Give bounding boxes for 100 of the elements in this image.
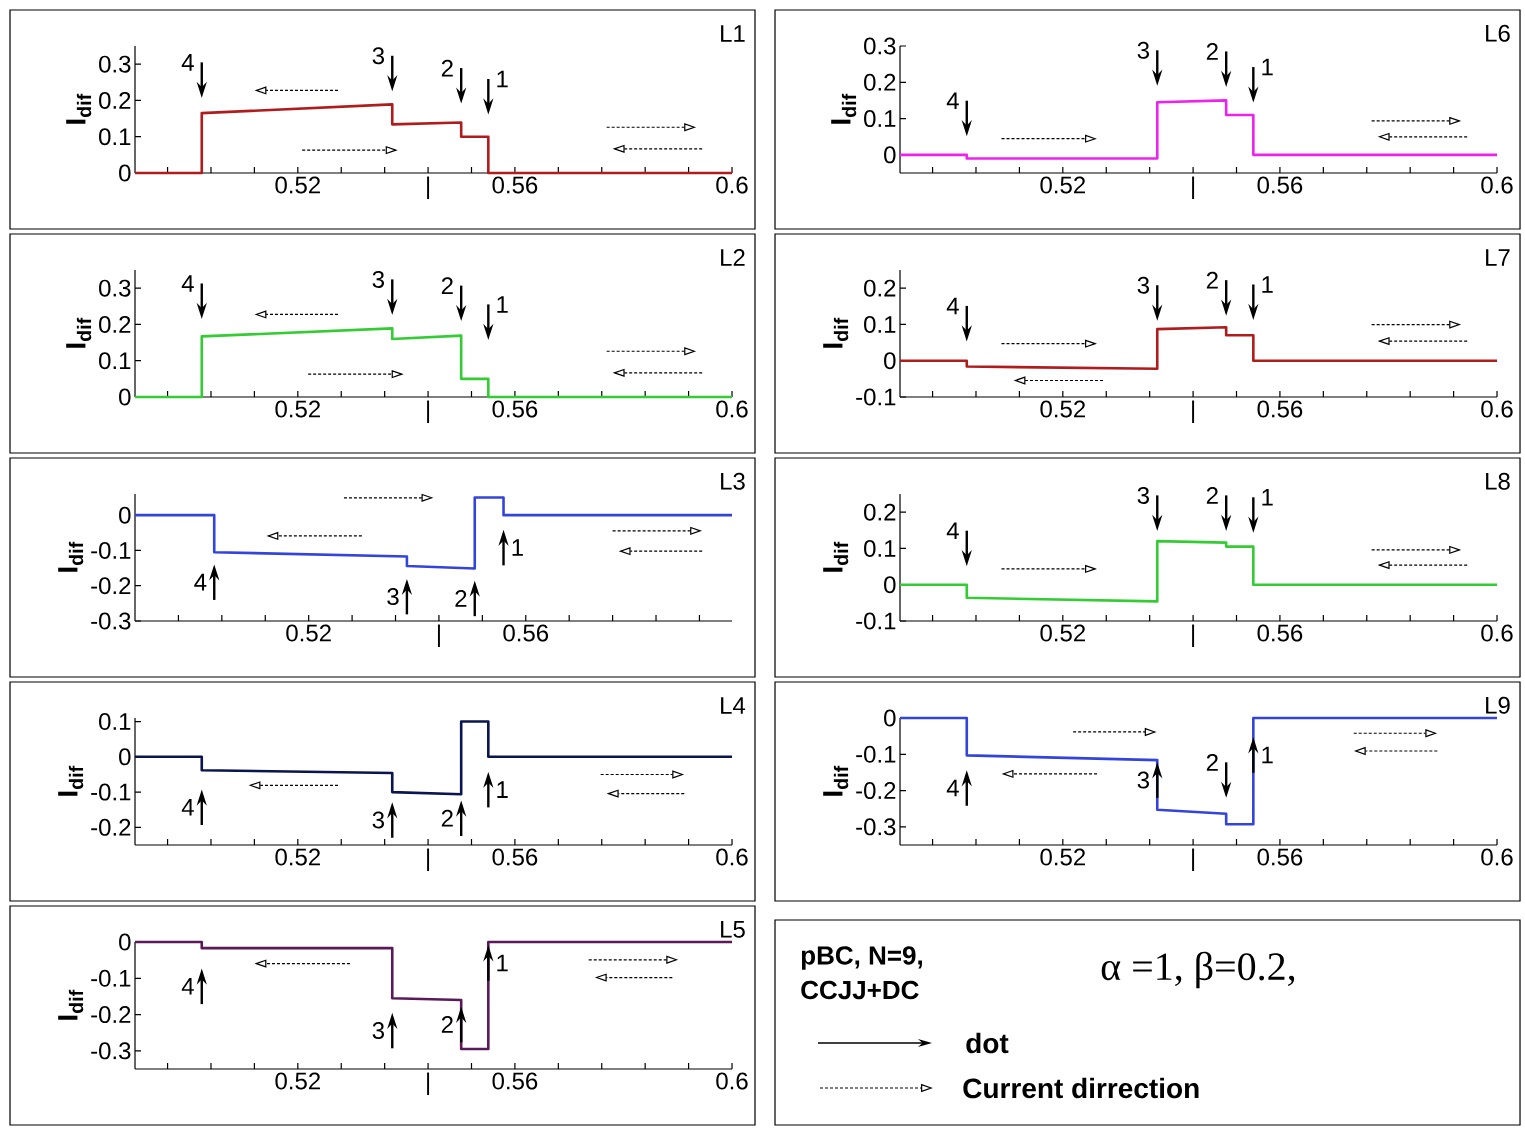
y-axis-title: I$_{dif}$ <box>823 541 849 572</box>
y-tick-label: 0 <box>119 164 131 182</box>
x-tick-label: | <box>427 1072 430 1096</box>
line-series <box>133 720 734 796</box>
x-tick-label: | <box>1192 400 1195 423</box>
text: L6 <box>1486 24 1510 42</box>
y-tick-label: -0.2 <box>91 1006 131 1024</box>
y-tick-label: 0.1 <box>864 110 896 128</box>
y-axis-title: I$_{dif}$ <box>58 765 84 796</box>
y-tick-label: 0.2 <box>864 279 896 297</box>
x-tick-label: 0.52 <box>275 400 320 418</box>
line-series <box>133 940 734 1051</box>
x-tick-label: 0.6 <box>716 176 748 194</box>
x-tick-label: 0.52 <box>1040 176 1085 194</box>
y-tick-label: 0.2 <box>99 91 131 109</box>
x-tick-label: 0.6 <box>1481 848 1513 866</box>
line-series <box>898 716 1499 826</box>
y-tick-label: 0.1 <box>864 315 896 333</box>
y-axis-title: I$_{dif}$ <box>831 93 857 124</box>
annotation: 1 <box>497 296 508 313</box>
text: dot <box>966 1032 1009 1054</box>
annotation: 3 <box>1137 276 1150 294</box>
y-tick-label: -0.2 <box>91 577 131 595</box>
y-tick-label: -0.3 <box>856 818 896 836</box>
x-tick-label: 0.6 <box>716 400 748 418</box>
x-tick-label: 0.52 <box>275 1072 320 1090</box>
y-tick-label: 0 <box>119 933 131 951</box>
annotation: 2 <box>1206 487 1218 504</box>
x-tick-label: 0.56 <box>492 176 538 194</box>
x-tick-label: 0.52 <box>1040 848 1085 866</box>
text: L2 <box>721 249 745 266</box>
text: pBC, N=9, <box>801 946 922 970</box>
y-axis-title: I$_{dif}$ <box>66 93 92 124</box>
x-tick-label: 0.52 <box>286 624 331 642</box>
text: L4 <box>721 697 746 714</box>
x-tick-label: | <box>437 624 440 647</box>
y-tick-label: 0.1 <box>99 352 131 370</box>
annotation: 2 <box>441 59 453 77</box>
y-tick-label: -0.2 <box>91 818 131 836</box>
y-tick-label: -0.1 <box>856 388 896 406</box>
line-series <box>898 326 1499 370</box>
annotation: 2 <box>441 277 453 294</box>
annotation: 3 <box>372 47 385 65</box>
annotation: 3 <box>372 1022 385 1040</box>
y-axis-title: I$_{dif}$ <box>823 765 849 796</box>
text: CCJJ+DC <box>801 980 919 1000</box>
x-tick-label: 0.56 <box>1257 400 1303 418</box>
y-tick-label: -0.1 <box>856 745 896 763</box>
x-tick-label: | <box>427 176 430 199</box>
y-tick-label: 0 <box>884 146 896 164</box>
annotation: 3 <box>1137 41 1150 59</box>
y-tick-label: -0.3 <box>91 612 131 630</box>
x-tick-label: 0.6 <box>1481 176 1513 194</box>
annotation: 4 <box>946 779 959 797</box>
x-tick-label: | <box>1192 848 1195 871</box>
y-tick-label: 0.1 <box>99 128 131 146</box>
y-axis-title: I$_{dif}$ <box>58 989 84 1020</box>
x-tick-label: 0.6 <box>716 848 748 866</box>
y-tick-label: 0 <box>884 709 896 727</box>
x-tick-label: 0.6 <box>1481 624 1513 642</box>
annotation: 1 <box>1262 489 1273 506</box>
text: L8 <box>1486 472 1510 490</box>
line-series <box>133 496 734 570</box>
x-tick-label: 0.56 <box>492 400 538 418</box>
x-tick-label: 0.52 <box>275 176 320 194</box>
annotation: 4 <box>946 297 959 315</box>
x-tick-label: | <box>1192 624 1195 647</box>
annotation: 1 <box>497 954 508 972</box>
x-tick-label: 0.56 <box>492 1072 538 1090</box>
x-tick-label: 0.6 <box>1481 400 1513 418</box>
y-tick-label: -0.1 <box>91 541 131 559</box>
y-tick-label: -0.1 <box>856 612 896 630</box>
y-axis-title: I$_{dif}$ <box>823 317 849 348</box>
annotation: 2 <box>1206 271 1218 289</box>
annotation: 4 <box>181 54 194 71</box>
annotation: 3 <box>372 270 385 288</box>
text: α =1, β=0.2, <box>1101 951 1295 989</box>
annotation: 1 <box>512 539 523 556</box>
annotation: 3 <box>387 588 399 606</box>
annotation: 1 <box>497 70 508 88</box>
x-tick-label: 0.56 <box>492 848 538 866</box>
y-tick-label: 0.2 <box>864 73 896 91</box>
y-tick-label: 0.2 <box>864 503 896 521</box>
annotation: 2 <box>455 590 467 607</box>
annotation: 4 <box>946 92 959 109</box>
annotation: 4 <box>181 275 194 292</box>
text: Current dirrection <box>963 1077 1199 1099</box>
annotation: 1 <box>497 781 508 798</box>
text: L9 <box>1486 696 1510 714</box>
y-tick-label: 0 <box>884 352 896 370</box>
line-series <box>898 539 1499 603</box>
text: L1 <box>721 25 745 42</box>
y-tick-label: 0.3 <box>99 55 131 73</box>
annotation: 3 <box>372 811 385 829</box>
y-tick-label: 0 <box>119 748 131 766</box>
x-tick-label: | <box>427 400 430 423</box>
annotation: 1 <box>1262 58 1273 76</box>
text: L5 <box>721 921 745 938</box>
y-tick-label: 0.1 <box>864 539 896 557</box>
x-tick-label: 0.56 <box>503 624 549 642</box>
